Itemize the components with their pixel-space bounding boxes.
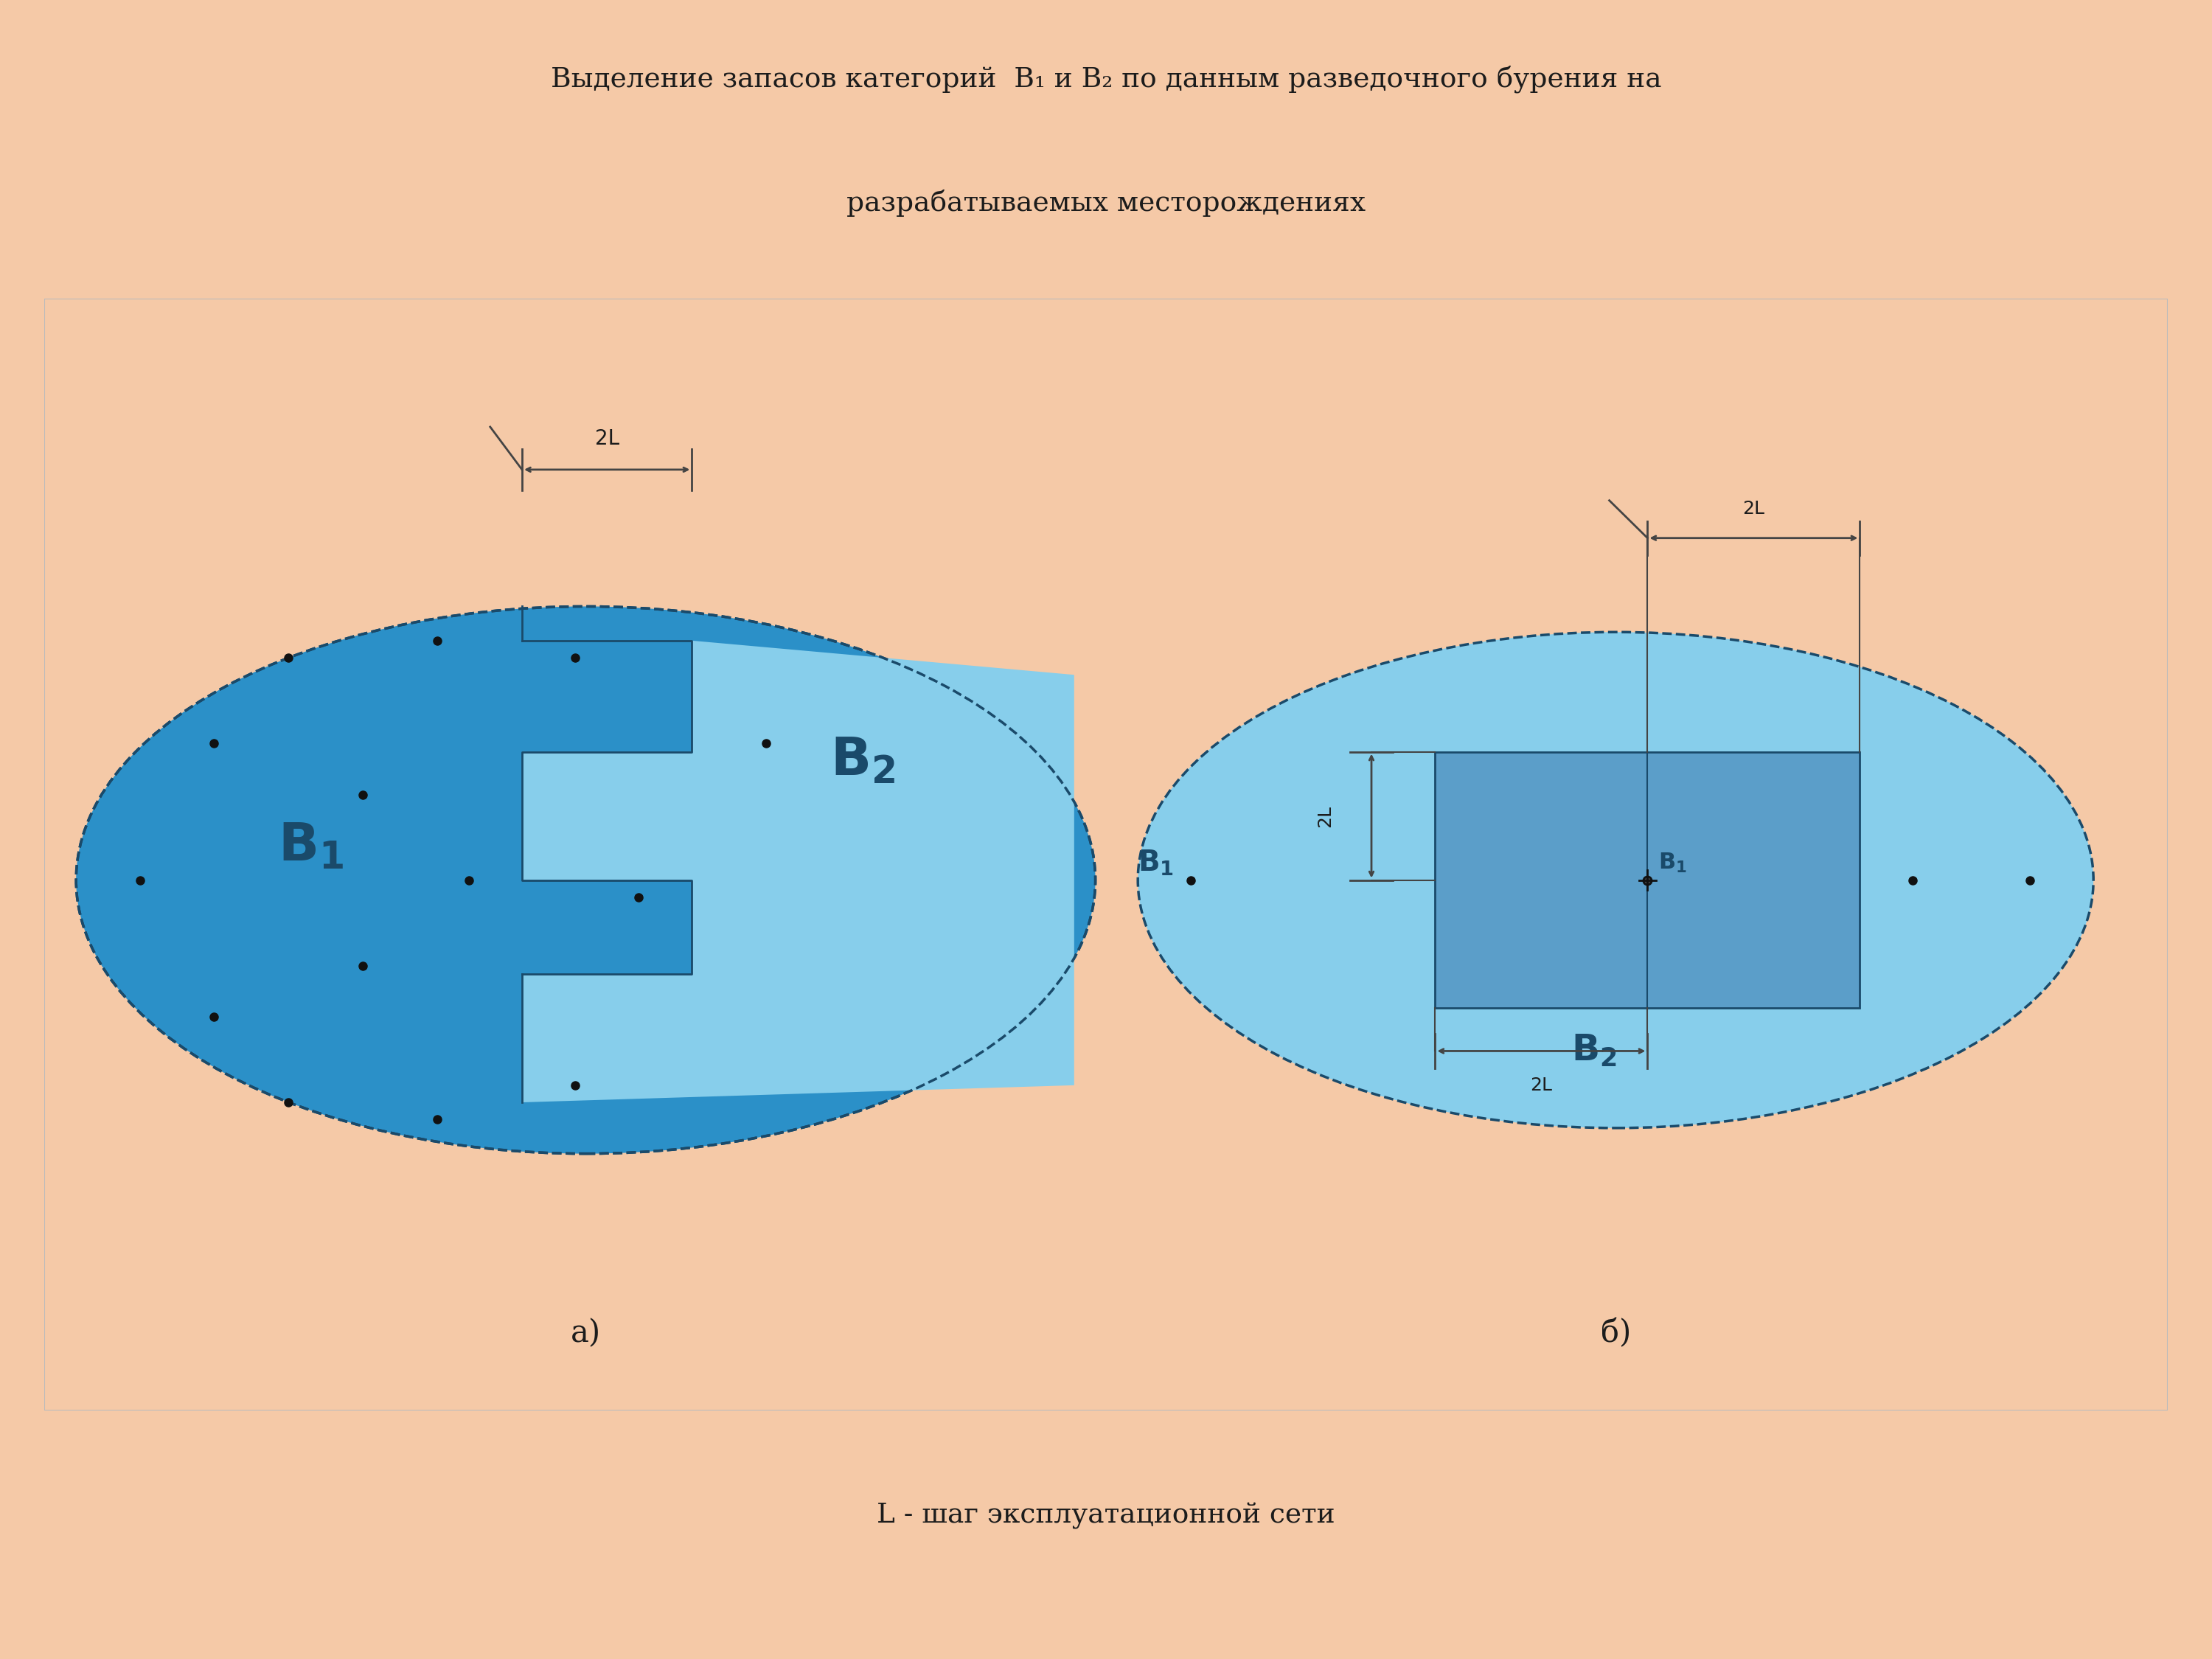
Text: 2L: 2L xyxy=(1316,805,1334,826)
Text: $\mathbf{B_1}$: $\mathbf{B_1}$ xyxy=(279,820,343,873)
Text: 2L: 2L xyxy=(595,428,619,450)
Text: разрабатываемых месторождениях: разрабатываемых месторождениях xyxy=(847,189,1365,217)
Text: 2L: 2L xyxy=(1743,499,1765,518)
Text: 2L: 2L xyxy=(1531,1077,1553,1095)
Text: Выделение запасов категорий  В₁ и В₂ по данным разведочного бурения на: Выделение запасов категорий В₁ и В₂ по д… xyxy=(551,65,1661,93)
Text: $\mathbf{B_2}$: $\mathbf{B_2}$ xyxy=(830,735,896,786)
Text: L - шаг эксплуатационной сети: L - шаг эксплуатационной сети xyxy=(876,1503,1336,1530)
Ellipse shape xyxy=(75,607,1095,1153)
Text: $\mathbf{B_1}$: $\mathbf{B_1}$ xyxy=(1659,851,1688,874)
Text: а): а) xyxy=(571,1317,602,1349)
Text: $\mathbf{B_2}$: $\mathbf{B_2}$ xyxy=(1571,1034,1617,1068)
Text: б): б) xyxy=(1601,1317,1630,1349)
Bar xyxy=(1436,752,1860,1009)
Ellipse shape xyxy=(1137,632,2093,1128)
Text: $\mathbf{B_1}$: $\mathbf{B_1}$ xyxy=(1137,848,1175,878)
Polygon shape xyxy=(522,640,1075,1102)
